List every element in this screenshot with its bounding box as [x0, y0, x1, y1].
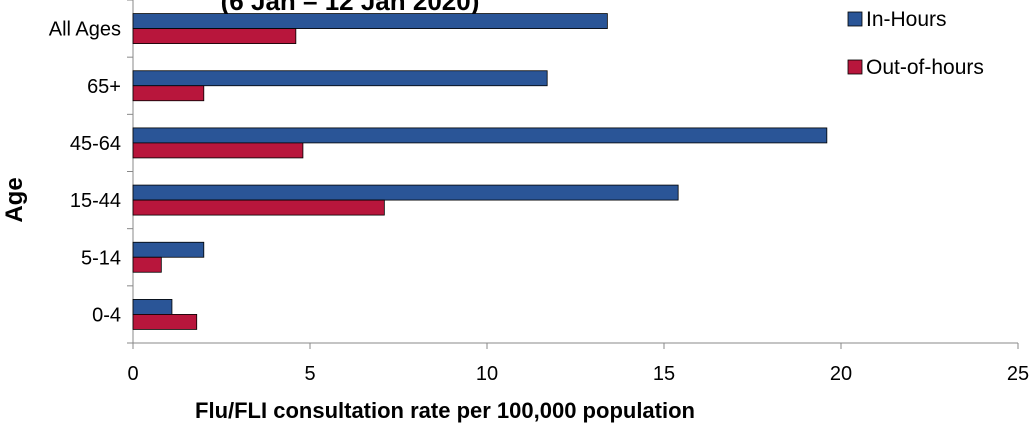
legend-swatch [847, 11, 863, 27]
bar [132, 142, 304, 159]
bar [132, 70, 548, 87]
bar [132, 28, 297, 44]
legend-label: In-Hours [866, 8, 947, 31]
bar [132, 13, 608, 29]
x-tick-label: 20 [830, 363, 852, 385]
y-axis-title: Age [1, 177, 28, 222]
bar [132, 127, 828, 144]
legend-label: Out-of-hours [866, 56, 984, 79]
bar [132, 184, 679, 201]
y-tick-label: All Ages [49, 19, 121, 41]
y-tick-label: 15-44 [70, 190, 121, 212]
x-axis-title: Flu/FLI consultation rate per 100,000 po… [195, 398, 695, 423]
x-tick-label: 25 [1007, 363, 1029, 385]
x-tick-label: 10 [476, 363, 498, 385]
y-tick-label: 0-4 [92, 304, 121, 326]
y-tick-label: 5-14 [81, 247, 121, 269]
chart-title: (6 Jan – 12 Jan 2020) [221, 0, 480, 16]
legend-swatch [847, 59, 863, 75]
bar [132, 241, 205, 258]
bar [132, 256, 162, 273]
y-tick-label: 65+ [87, 76, 121, 98]
x-tick-label: 5 [304, 363, 315, 385]
bar [132, 85, 205, 102]
x-tick-label: 0 [127, 363, 138, 385]
bar [132, 199, 385, 216]
bar [132, 299, 173, 315]
y-tick-label: 45-64 [70, 133, 121, 155]
bar [132, 314, 198, 330]
x-tick-label: 15 [653, 363, 675, 385]
